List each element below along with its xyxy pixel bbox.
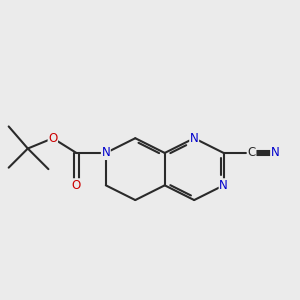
Text: N: N xyxy=(190,132,199,145)
Text: O: O xyxy=(72,179,81,192)
Text: N: N xyxy=(271,146,280,159)
Text: N: N xyxy=(219,179,228,192)
Text: N: N xyxy=(101,146,110,159)
Text: O: O xyxy=(48,132,58,145)
Text: C: C xyxy=(248,146,256,159)
